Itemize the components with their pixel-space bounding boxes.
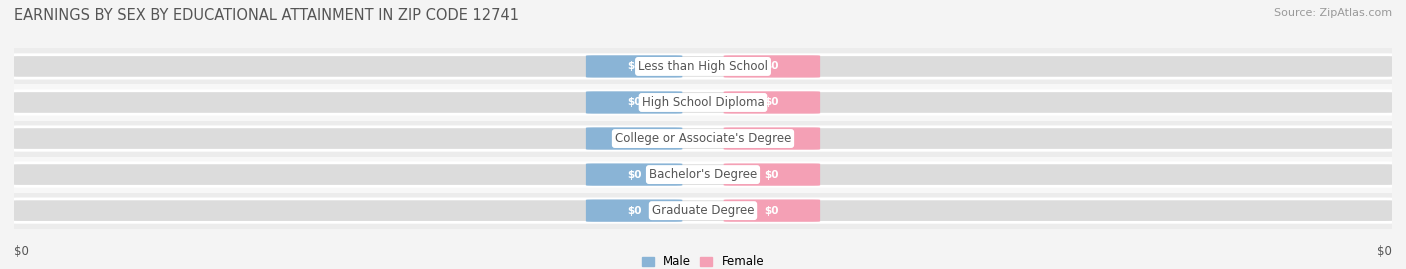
Text: $0: $0 bbox=[765, 133, 779, 144]
Bar bbox=[14, 84, 1392, 121]
Text: Source: ZipAtlas.com: Source: ZipAtlas.com bbox=[1274, 8, 1392, 18]
Text: $0: $0 bbox=[627, 61, 641, 72]
Text: $0: $0 bbox=[627, 133, 641, 144]
FancyBboxPatch shape bbox=[586, 127, 682, 150]
Text: Less than High School: Less than High School bbox=[638, 60, 768, 73]
Text: $0: $0 bbox=[1376, 245, 1392, 258]
FancyBboxPatch shape bbox=[586, 91, 682, 114]
Bar bbox=[14, 157, 1392, 193]
FancyBboxPatch shape bbox=[724, 91, 820, 114]
FancyBboxPatch shape bbox=[586, 199, 682, 222]
Text: $0: $0 bbox=[627, 169, 641, 180]
Text: High School Diploma: High School Diploma bbox=[641, 96, 765, 109]
FancyBboxPatch shape bbox=[11, 55, 1395, 78]
Legend: Male, Female: Male, Female bbox=[637, 251, 769, 269]
Text: Bachelor's Degree: Bachelor's Degree bbox=[650, 168, 756, 181]
Text: $0: $0 bbox=[14, 245, 30, 258]
FancyBboxPatch shape bbox=[724, 55, 820, 78]
Text: $0: $0 bbox=[627, 206, 641, 216]
Text: EARNINGS BY SEX BY EDUCATIONAL ATTAINMENT IN ZIP CODE 12741: EARNINGS BY SEX BY EDUCATIONAL ATTAINMEN… bbox=[14, 8, 519, 23]
FancyBboxPatch shape bbox=[586, 55, 682, 78]
FancyBboxPatch shape bbox=[724, 127, 820, 150]
Bar bbox=[14, 121, 1392, 157]
FancyBboxPatch shape bbox=[724, 199, 820, 222]
Text: $0: $0 bbox=[765, 61, 779, 72]
FancyBboxPatch shape bbox=[11, 127, 1395, 150]
Text: $0: $0 bbox=[765, 206, 779, 216]
Text: $0: $0 bbox=[765, 97, 779, 108]
Bar bbox=[14, 48, 1392, 84]
Text: Graduate Degree: Graduate Degree bbox=[652, 204, 754, 217]
Bar bbox=[14, 193, 1392, 229]
FancyBboxPatch shape bbox=[586, 163, 682, 186]
Text: College or Associate's Degree: College or Associate's Degree bbox=[614, 132, 792, 145]
Text: $0: $0 bbox=[765, 169, 779, 180]
FancyBboxPatch shape bbox=[11, 163, 1395, 186]
FancyBboxPatch shape bbox=[11, 91, 1395, 114]
FancyBboxPatch shape bbox=[11, 199, 1395, 222]
FancyBboxPatch shape bbox=[724, 163, 820, 186]
Text: $0: $0 bbox=[627, 97, 641, 108]
